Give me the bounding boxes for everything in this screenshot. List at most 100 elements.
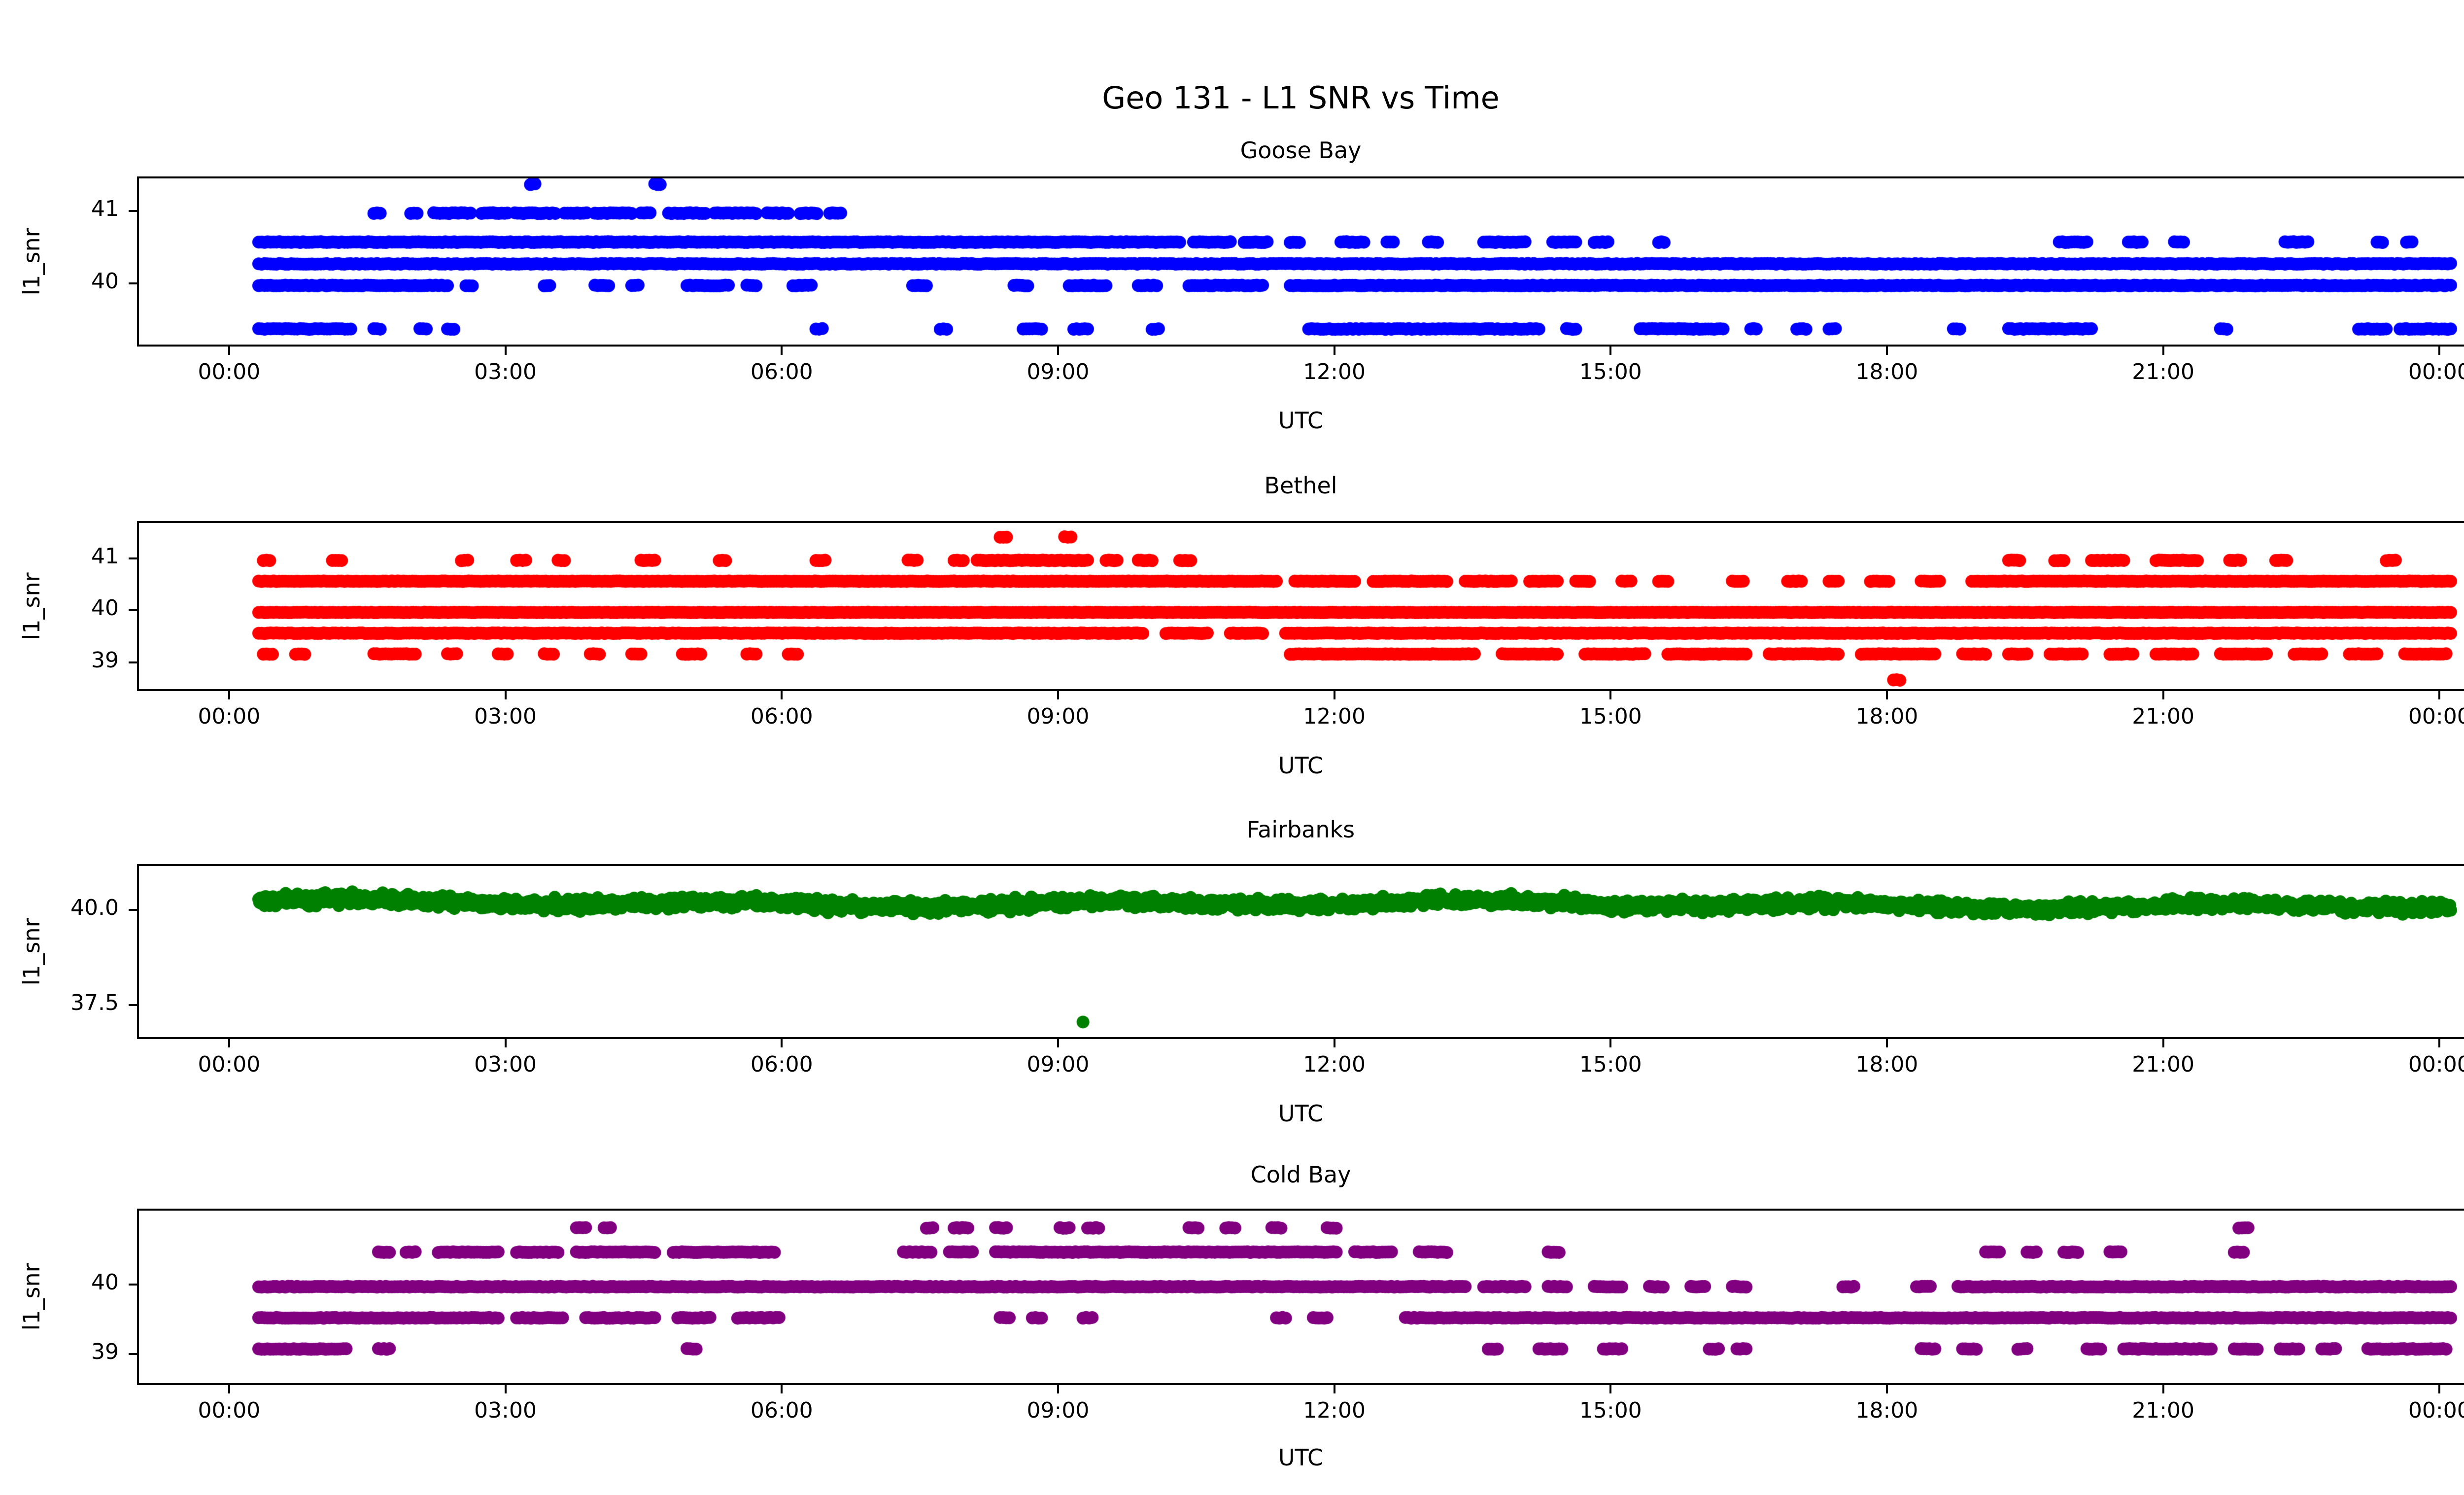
xtick-label: 00:00 [198,1052,261,1077]
xtick-label: 03:00 [474,1398,537,1423]
subplot-title-cold-bay: Cold Bay [1250,1161,1351,1188]
xtick-label: 21:00 [2132,1398,2195,1423]
xtick-label: 12:00 [1303,704,1366,729]
xtick-mark [1885,691,1888,699]
xtick-label: 18:00 [1855,1052,1918,1077]
xtick-label: 00:00 [2408,1398,2464,1423]
xtick-label: 06:00 [750,704,813,729]
xtick-label: 00:00 [2408,1052,2464,1077]
subplot-title-bethel: Bethel [1264,472,1337,499]
xtick-mark [2438,347,2441,355]
xtick-mark [2162,691,2164,699]
ytick-mark [129,609,137,612]
xtick-mark [228,1039,230,1047]
xtick-label: 09:00 [1027,704,1090,729]
xtick-label: 15:00 [1579,704,1642,729]
xtick-mark [504,1385,507,1393]
xtick-mark [1057,1039,1059,1047]
xtick-label: 18:00 [1855,1398,1918,1423]
xtick-mark [228,1385,230,1393]
ytick-label: 41 [91,196,119,222]
xtick-mark [1057,1385,1059,1393]
xtick-label: 09:00 [1027,359,1090,384]
xtick-mark [2438,1385,2441,1393]
xtick-mark [504,691,507,699]
xtick-mark [2438,691,2441,699]
xtick-label: 06:00 [750,1398,813,1423]
ytick-label: 40 [91,269,119,294]
xtick-label: 21:00 [2132,704,2195,729]
xtick-label: 00:00 [2408,704,2464,729]
xtick-mark [2162,347,2164,355]
ytick-mark [129,1353,137,1355]
axes-cold-bay [137,1209,2464,1385]
xtick-label: 15:00 [1579,1052,1642,1077]
xtick-mark [504,1039,507,1047]
ytick-label: 39 [91,647,119,673]
subplot-title-goose-bay: Goose Bay [1240,137,1362,164]
xtick-mark [1333,1039,1335,1047]
xtick-label: 00:00 [198,359,261,384]
xtick-label: 15:00 [1579,1398,1642,1423]
ytick-mark [129,908,137,911]
ytick-mark [129,210,137,212]
xtick-mark [781,1385,783,1393]
xtick-label: 12:00 [1303,1398,1366,1423]
axes-bethel [137,521,2464,691]
xtick-label: 06:00 [750,359,813,384]
xtick-mark [1333,347,1335,355]
xtick-label: 12:00 [1303,1052,1366,1077]
ytick-label: 40 [91,1270,119,1295]
ytick-label: 37.5 [70,990,119,1015]
xtick-label: 09:00 [1027,1398,1090,1423]
ytick-mark [129,661,137,663]
xtick-mark [781,1039,783,1047]
scatter-canvas-cold-bay [139,1211,2464,1383]
ytick-mark [129,1284,137,1286]
xtick-mark [781,347,783,355]
xtick-mark [1609,347,1612,355]
xtick-label: 00:00 [198,704,261,729]
axes-fairbanks [137,864,2464,1039]
ytick-label: 39 [91,1339,119,1364]
ytick-label: 41 [91,543,119,569]
xtick-mark [1609,1385,1612,1393]
xtick-mark [2438,1039,2441,1047]
xtick-label: 21:00 [2132,359,2195,384]
xtick-label: 21:00 [2132,1052,2195,1077]
ytick-mark [129,1004,137,1006]
xtick-mark [228,347,230,355]
ytick-mark [129,282,137,285]
xtick-mark [1609,1039,1612,1047]
xtick-mark [228,691,230,699]
xtick-label: 00:00 [198,1398,261,1423]
xtick-mark [1609,691,1612,699]
xtick-mark [1885,1385,1888,1393]
xtick-mark [1057,347,1059,355]
scatter-canvas-bethel [139,523,2464,689]
xtick-mark [1885,1039,1888,1047]
xtick-mark [1885,347,1888,355]
xtick-mark [1333,1385,1335,1393]
xtick-mark [2162,1039,2164,1047]
xtick-label: 12:00 [1303,359,1366,384]
xtick-label: 03:00 [474,1052,537,1077]
xtick-mark [504,347,507,355]
ytick-label: 40.0 [70,895,119,920]
xlabel-bethel: UTC [1278,752,1324,779]
xtick-label: 15:00 [1579,359,1642,384]
scatter-canvas-fairbanks [139,866,2464,1037]
xtick-label: 18:00 [1855,704,1918,729]
figure-title-line-1: Geo 131 - L1 SNR vs Time [1102,80,1500,116]
scatter-canvas-goose-bay [139,178,2464,345]
axes-goose-bay [137,176,2464,347]
xtick-mark [1057,691,1059,699]
xtick-label: 06:00 [750,1052,813,1077]
xtick-label: 03:00 [474,359,537,384]
xtick-mark [2162,1385,2164,1393]
xtick-label: 00:00 [2408,359,2464,384]
xtick-label: 09:00 [1027,1052,1090,1077]
xtick-label: 03:00 [474,704,537,729]
subplot-title-fairbanks: Fairbanks [1246,816,1355,843]
xtick-mark [781,691,783,699]
